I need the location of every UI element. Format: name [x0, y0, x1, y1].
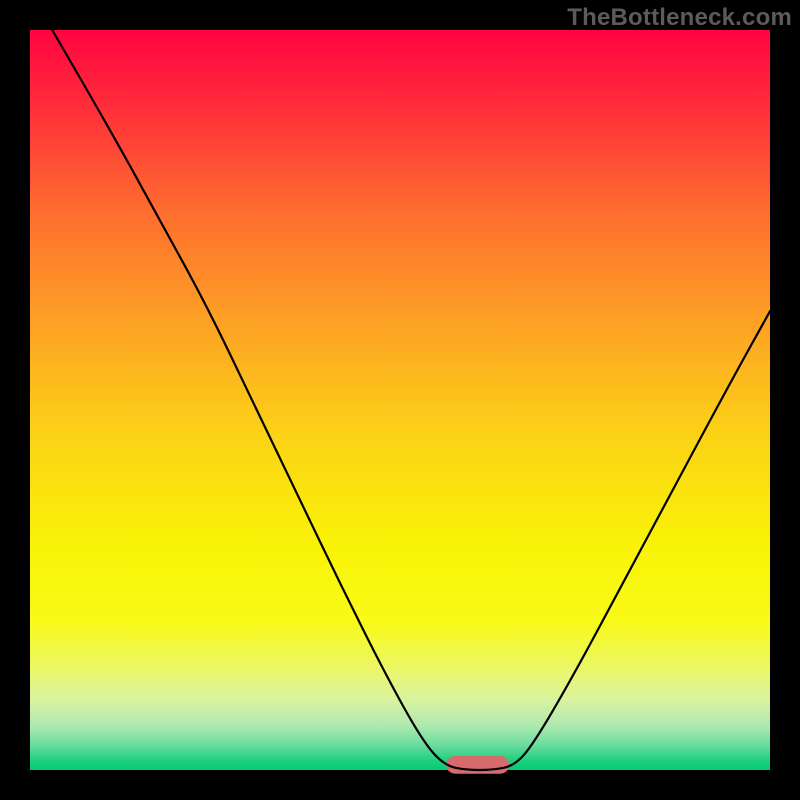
watermark-text: TheBottleneck.com	[567, 4, 792, 32]
bottleneck-chart	[0, 0, 800, 800]
plot-background	[30, 30, 770, 770]
stage: TheBottleneck.com	[0, 0, 800, 800]
